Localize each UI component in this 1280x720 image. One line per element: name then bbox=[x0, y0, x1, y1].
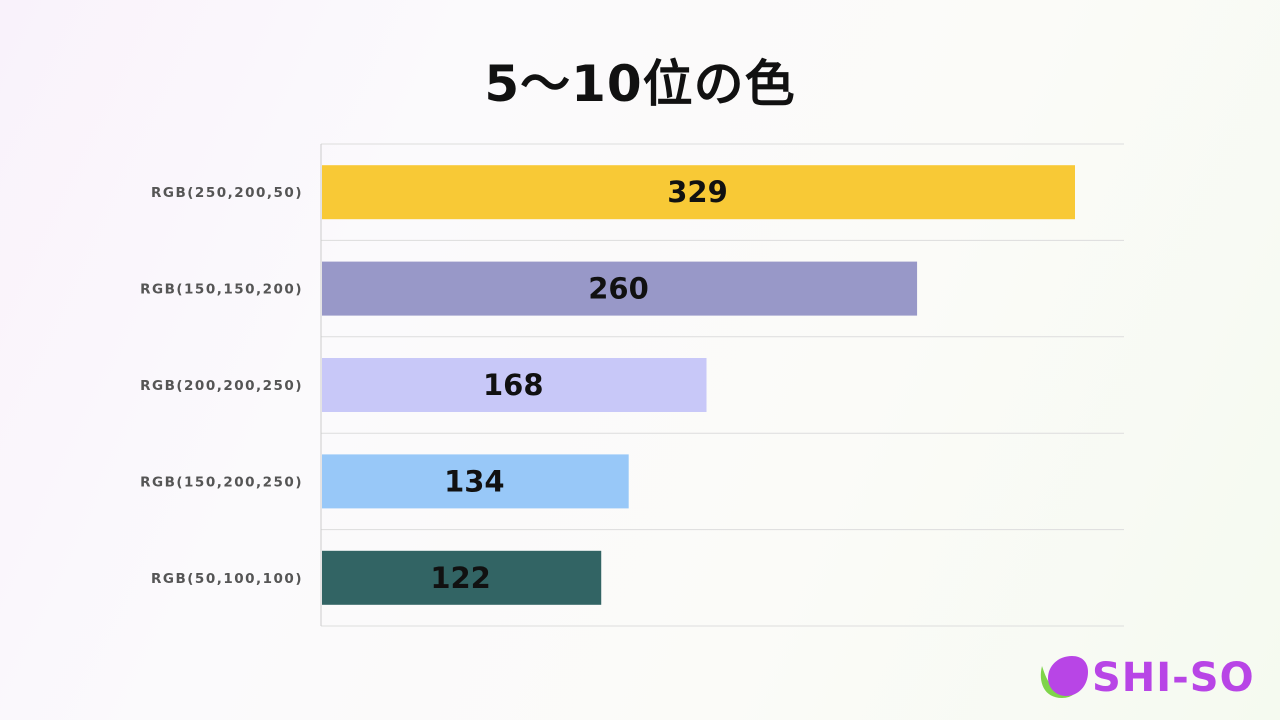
category-label: RGB(250,200,50) bbox=[151, 185, 303, 201]
category-label: RGB(150,150,200) bbox=[140, 282, 303, 298]
shiso-logo: SHI-SO bbox=[1036, 652, 1266, 706]
bar-1 bbox=[322, 165, 1075, 220]
bars bbox=[322, 165, 1075, 605]
data-label: 134 bbox=[444, 464, 505, 498]
category-label: RGB(200,200,250) bbox=[140, 378, 303, 394]
data-label: 122 bbox=[430, 561, 491, 595]
grid-lines bbox=[320, 143, 1124, 627]
bar-4 bbox=[322, 454, 629, 509]
labels: RGB(250,200,50) 329 RGB(150,150,200) 260 RGB… bbox=[140, 175, 728, 595]
category-label: RGB(150,200,250) bbox=[140, 474, 303, 490]
chart-title: 5〜10位の色 bbox=[484, 55, 796, 113]
logo-text: SHI-SO bbox=[1092, 655, 1255, 701]
bar-2 bbox=[322, 261, 918, 316]
bar-3 bbox=[322, 358, 707, 412]
bar-5 bbox=[322, 550, 602, 605]
data-label: 168 bbox=[483, 368, 544, 402]
category-label: RGB(50,100,100) bbox=[151, 571, 303, 587]
data-label: 329 bbox=[667, 175, 728, 209]
data-label: 260 bbox=[588, 272, 649, 306]
shiso-leaf-icon bbox=[1040, 656, 1088, 698]
